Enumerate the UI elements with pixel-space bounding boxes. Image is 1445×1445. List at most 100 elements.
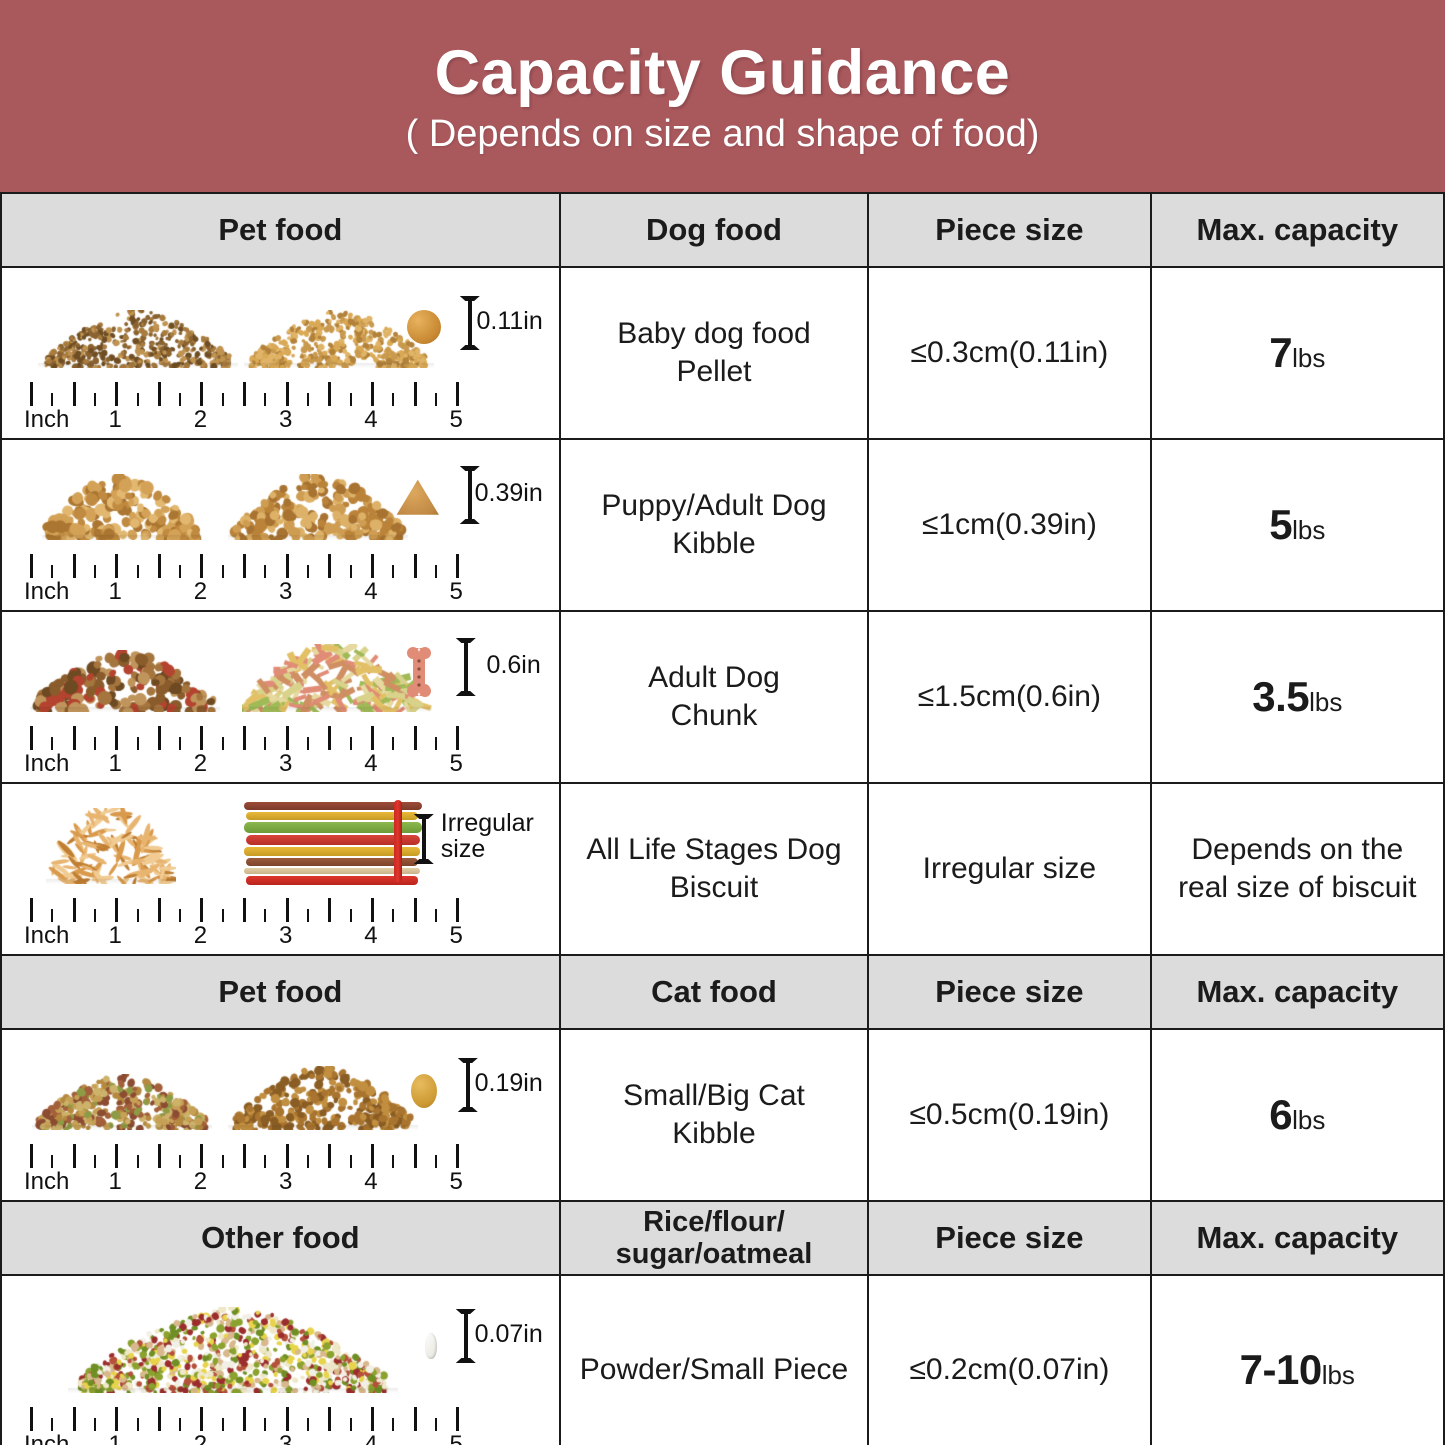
ruler-unit-label: Inch — [24, 1431, 70, 1445]
table-row: 0.19in Inch 1 2 3 4 5 Small/Big Cat Kibble ≤0… — [0, 1028, 1445, 1202]
ruler-tick — [328, 1144, 332, 1168]
ruler-tick — [370, 382, 374, 406]
ruler-tick — [434, 1155, 437, 1168]
sample-cell: 0.39in Inch 1 2 3 4 5 — [0, 438, 561, 612]
ruler-tick — [157, 1407, 161, 1431]
header-pet-food: Pet food — [0, 954, 561, 1030]
sample-cell: 0.19in Inch 1 2 3 4 5 — [0, 1028, 561, 1202]
food-pile-left — [42, 474, 202, 540]
size-measure-bar — [455, 1054, 481, 1116]
size-measure-bar — [453, 1305, 479, 1367]
ruler-tick — [221, 565, 224, 578]
ruler-tick — [157, 382, 161, 406]
capacity-text-line2: real size of biscuit — [1178, 871, 1417, 904]
ruler-tick — [243, 726, 247, 750]
capacity-number: 5 — [1269, 500, 1293, 548]
ruler-tick — [370, 1407, 374, 1431]
ruler-tick — [456, 382, 460, 406]
ruler-tick — [328, 382, 332, 406]
ruler-tick — [285, 382, 289, 406]
food-sample-images: Irregular size — [16, 792, 545, 885]
ruler-tick — [179, 565, 182, 578]
ruler-tick — [456, 1144, 460, 1168]
ruler-tick — [51, 909, 54, 922]
ruler-number: 2 — [193, 406, 208, 433]
ruler-tick — [349, 737, 352, 750]
ruler-number: 2 — [193, 578, 208, 605]
header-piece-size: Piece size — [867, 192, 1152, 268]
ruler-tick — [434, 393, 437, 406]
ruler-tick — [93, 1418, 96, 1431]
ruler-tick — [30, 898, 33, 922]
max-capacity-cell: 6lbs — [1149, 1028, 1445, 1202]
piece-size-cell: ≤1cm(0.39in) — [867, 438, 1152, 612]
ruler-tick — [243, 898, 247, 922]
ruler-tick — [157, 898, 161, 922]
table-row: 0.39in Inch 1 2 3 4 5 Puppy/Adult Dog Kibble … — [0, 438, 1445, 612]
food-name-line1: Small/Big Cat — [623, 1078, 805, 1112]
red-stick-icon — [393, 800, 403, 882]
measure-label: 0.6in — [486, 650, 541, 679]
ruler-tick — [307, 1155, 309, 1168]
ruler: Inch 1 2 3 4 5 — [16, 718, 545, 777]
table-row: 0.6in Inch 1 2 3 4 5 Adult Dog Chunk ≤1.5cm(0… — [0, 610, 1445, 784]
max-capacity-cell: 3.5lbs — [1149, 610, 1445, 784]
ruler-number: 4 — [364, 1431, 378, 1445]
ruler-number: 5 — [449, 1431, 463, 1445]
food-sample-images: 0.6in — [16, 620, 545, 712]
ruler-tick — [392, 909, 395, 922]
max-capacity-cell: 7lbs — [1149, 266, 1445, 440]
piece-size-cell: ≤0.2cm(0.07in) — [867, 1274, 1152, 1445]
header-piece-size: Piece size — [867, 1200, 1152, 1276]
ruler-number: 3 — [279, 1431, 293, 1445]
food-sample-images: 0.11in — [16, 276, 545, 368]
ruler-tick — [93, 1155, 96, 1168]
ruler-tick — [349, 1418, 352, 1431]
ruler-tick — [456, 554, 460, 578]
ruler-tick — [93, 565, 96, 578]
ruler-tick — [30, 382, 33, 406]
ruler-number: 2 — [193, 750, 208, 777]
sample-cell: 0.11in Inch 1 2 3 4 5 — [0, 266, 561, 440]
rice-grain-icon — [424, 1333, 437, 1359]
sample-cell: Irregular size Inch 1 2 3 4 5 — [0, 782, 561, 956]
ruler-tick — [328, 1407, 332, 1431]
food-sample-images: 0.19in — [16, 1038, 545, 1130]
ruler-tick — [221, 737, 224, 750]
ruler-tick — [221, 909, 224, 922]
food-name-cell: Puppy/Adult Dog Kibble — [558, 438, 870, 612]
page-title: Capacity Guidance — [434, 38, 1011, 109]
ruler-tick — [30, 726, 33, 750]
ruler-tick — [93, 393, 96, 406]
capacity-number: 3.5 — [1252, 672, 1310, 720]
piece-size-cell: ≤0.5cm(0.19in) — [867, 1028, 1152, 1202]
ruler-tick — [30, 554, 33, 578]
ruler-tick — [221, 1418, 224, 1431]
ruler-tick — [136, 393, 139, 406]
ruler-tick — [243, 382, 247, 406]
ruler-number: 1 — [108, 1431, 122, 1445]
size-measure-bar — [457, 292, 483, 354]
ruler-tick — [136, 565, 139, 578]
ruler-tick — [221, 1155, 224, 1168]
header-max-capacity: Max. capacity — [1149, 192, 1445, 268]
food-name-line1: All Life Stages Dog — [586, 832, 842, 866]
ruler-tick — [115, 726, 119, 750]
ruler-tick — [413, 726, 417, 750]
ruler-tick — [93, 737, 96, 750]
ruler-tick — [179, 1155, 182, 1168]
ruler: Inch 1 2 3 4 5 — [16, 374, 545, 433]
ruler-tick — [456, 1407, 460, 1431]
ruler-number: 3 — [279, 578, 293, 605]
ruler-number: 4 — [364, 1168, 378, 1195]
header-dog-food: Dog food — [558, 192, 870, 268]
ruler-number: 1 — [108, 922, 122, 949]
ruler-tick — [221, 393, 224, 406]
size-measure-bar — [411, 810, 437, 868]
ruler-tick — [136, 737, 139, 750]
ruler-tick — [264, 565, 267, 578]
food-pile-left — [32, 1074, 212, 1130]
ruler-tick — [30, 1144, 33, 1168]
food-pile-left — [38, 310, 238, 368]
measure-label: Irregular size — [441, 809, 545, 862]
